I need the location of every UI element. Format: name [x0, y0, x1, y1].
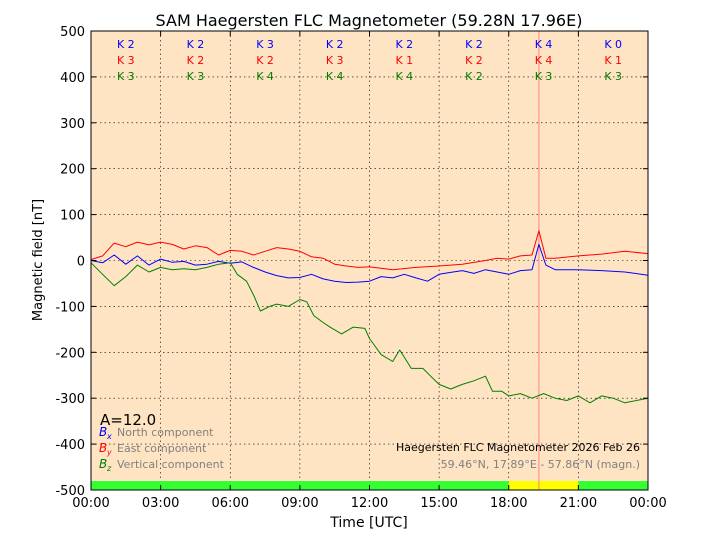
series-line-z: [90, 262, 649, 404]
legend-symbol: B: [99, 441, 107, 455]
k-index-value: K 2: [326, 38, 344, 51]
y-tick-label: -300: [55, 392, 85, 407]
k-index-value: K 3: [117, 54, 135, 67]
series-line-y: [90, 230, 649, 271]
legend-symbol: B: [99, 425, 107, 439]
legend-subscript: y: [106, 448, 112, 457]
x-tick-label: 09:00: [281, 496, 318, 511]
status-segment: [508, 481, 579, 490]
k-index-value: K 0: [604, 38, 622, 51]
k-index-value: K 2: [117, 38, 135, 51]
series-lines: [90, 230, 649, 404]
k-index-value: K 2: [187, 38, 205, 51]
k-index-value: K 4: [535, 38, 553, 51]
k-index-value: K 1: [395, 54, 413, 67]
legend-subscript: x: [106, 432, 112, 441]
x-tick-label: 03:00: [142, 496, 179, 511]
y-tick-label: -200: [55, 346, 85, 361]
legend-symbol: B: [99, 457, 107, 471]
chart-title: SAM Haegersten FLC Magnetometer (59.28N …: [156, 11, 583, 30]
k-index-value: K 3: [117, 70, 135, 83]
x-tick-label: 06:00: [212, 496, 249, 511]
axis-ticks: 00:00 03:00 06:00 09:00 12:00 15:00 18:00 21:00…: [55, 25, 666, 511]
y-tick-label: 400: [60, 71, 85, 86]
k-index-value: K 3: [256, 38, 274, 51]
a-index-label: A=12.0: [100, 411, 156, 429]
k-index-value: K 3: [535, 70, 553, 83]
x-tick-label: 00:00: [72, 496, 109, 511]
y-tick-label: 200: [60, 163, 85, 178]
x-tick-label: 21:00: [560, 496, 597, 511]
x-tick-label: 12:00: [351, 496, 388, 511]
k-index-value: K 2: [395, 38, 413, 51]
k-index-value: K 3: [187, 70, 205, 83]
legend-subscript: z: [106, 464, 112, 473]
x-tick-label: 00:00: [629, 496, 666, 511]
k-index-value: K 3: [326, 54, 344, 67]
status-segment: [578, 481, 648, 490]
legend-label: East component: [117, 442, 207, 455]
k-index-value: K 2: [187, 54, 205, 67]
k-index-value: K 2: [465, 70, 483, 83]
y-tick-label: -400: [55, 438, 85, 453]
y-tick-label: 100: [60, 209, 85, 224]
series-line-x: [90, 243, 649, 283]
k-index-value: K 4: [535, 54, 553, 67]
station-info-line1: Haegersten FLC Magnetometer 2026 Feb 26: [396, 441, 640, 454]
k-index-value: K 2: [465, 38, 483, 51]
k-index-value: K 4: [256, 70, 274, 83]
x-tick-label: 15:00: [420, 496, 457, 511]
legend-label: North component: [117, 426, 214, 439]
k-index-value: K 1: [604, 54, 622, 67]
k-index-value: K 2: [465, 54, 483, 67]
x-tick-label: 18:00: [490, 496, 527, 511]
y-tick-label: -500: [55, 484, 85, 499]
k-index-value: K 4: [395, 70, 413, 83]
x-axis-label: Time [UTC]: [329, 515, 407, 531]
station-info-line2: 59.46°N, 17.89°E - 57.86°N (magn.): [441, 458, 640, 471]
y-tick-label: -100: [55, 300, 85, 315]
k-index-value: K 3: [604, 70, 622, 83]
y-axis-label: Magnetic field [nT]: [31, 199, 46, 321]
k-index-value: K 2: [256, 54, 274, 67]
k-index-value: K 4: [326, 70, 344, 83]
y-tick-label: 300: [60, 117, 85, 132]
legend-label: Vertical component: [117, 458, 225, 471]
y-tick-label: 0: [77, 255, 85, 270]
y-tick-label: 500: [60, 25, 85, 40]
k-index-table: K 2 K 2 K 3 K 2 K 2 K 2 K 4 K 0 K 3 K 2 K 2 K 3 K 1 K…: [117, 38, 622, 83]
